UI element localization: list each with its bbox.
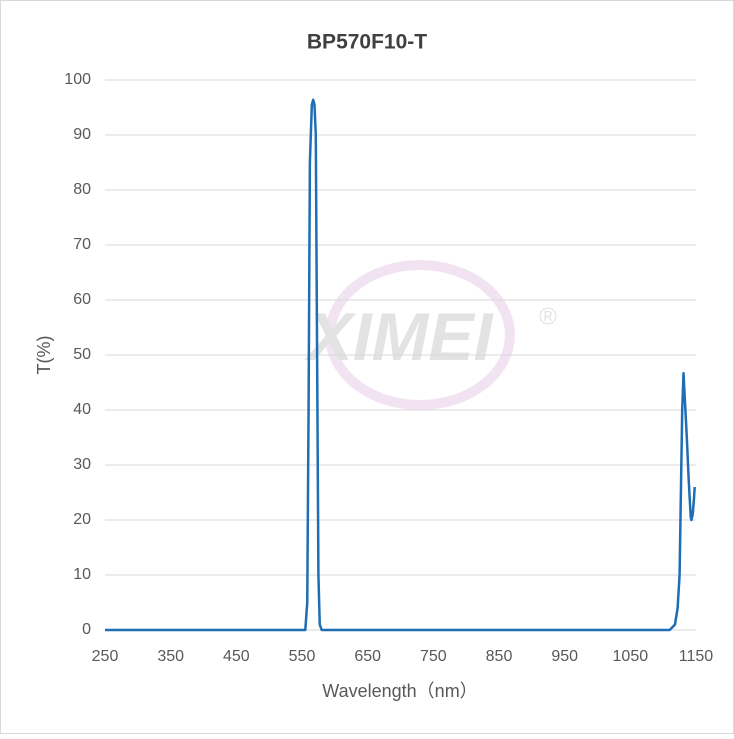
x-tick-label: 450 — [223, 648, 250, 665]
y-tick-label: 60 — [73, 291, 91, 308]
x-tick-label: 950 — [551, 648, 578, 665]
x-tick-label: 1050 — [613, 648, 649, 665]
y-axis-label: T(%) — [34, 336, 54, 375]
y-tick-label: 40 — [73, 401, 91, 418]
x-tick-label: 850 — [486, 648, 513, 665]
x-tick-label: 1150 — [679, 648, 714, 665]
y-tick-label: 90 — [73, 126, 91, 143]
watermark: XIMEI ® — [303, 260, 557, 410]
y-tick-label: 70 — [73, 236, 91, 253]
chart-title: BP570F10-T — [307, 31, 427, 54]
watermark-text: XIMEI — [303, 299, 494, 375]
x-tick-label: 650 — [354, 648, 381, 665]
line-series — [105, 98, 696, 632]
x-tick-label: 750 — [420, 648, 447, 665]
watermark-mark: ® — [539, 303, 557, 330]
y-tick-label: 100 — [64, 71, 91, 88]
x-tick-label: 250 — [92, 648, 119, 665]
x-axis-label: Wavelength（nm） — [322, 681, 477, 701]
y-tick-label: 50 — [73, 346, 91, 363]
x-tick-label: 550 — [289, 648, 316, 665]
y-tick-label: 0 — [82, 621, 91, 638]
y-tick-label: 80 — [73, 181, 91, 198]
y-tick-label: 10 — [73, 566, 91, 583]
watermark-orbit — [325, 260, 515, 410]
y-tick-label: 30 — [73, 456, 91, 473]
y-tick-label: 20 — [73, 511, 91, 528]
x-tick-label: 350 — [157, 648, 184, 665]
